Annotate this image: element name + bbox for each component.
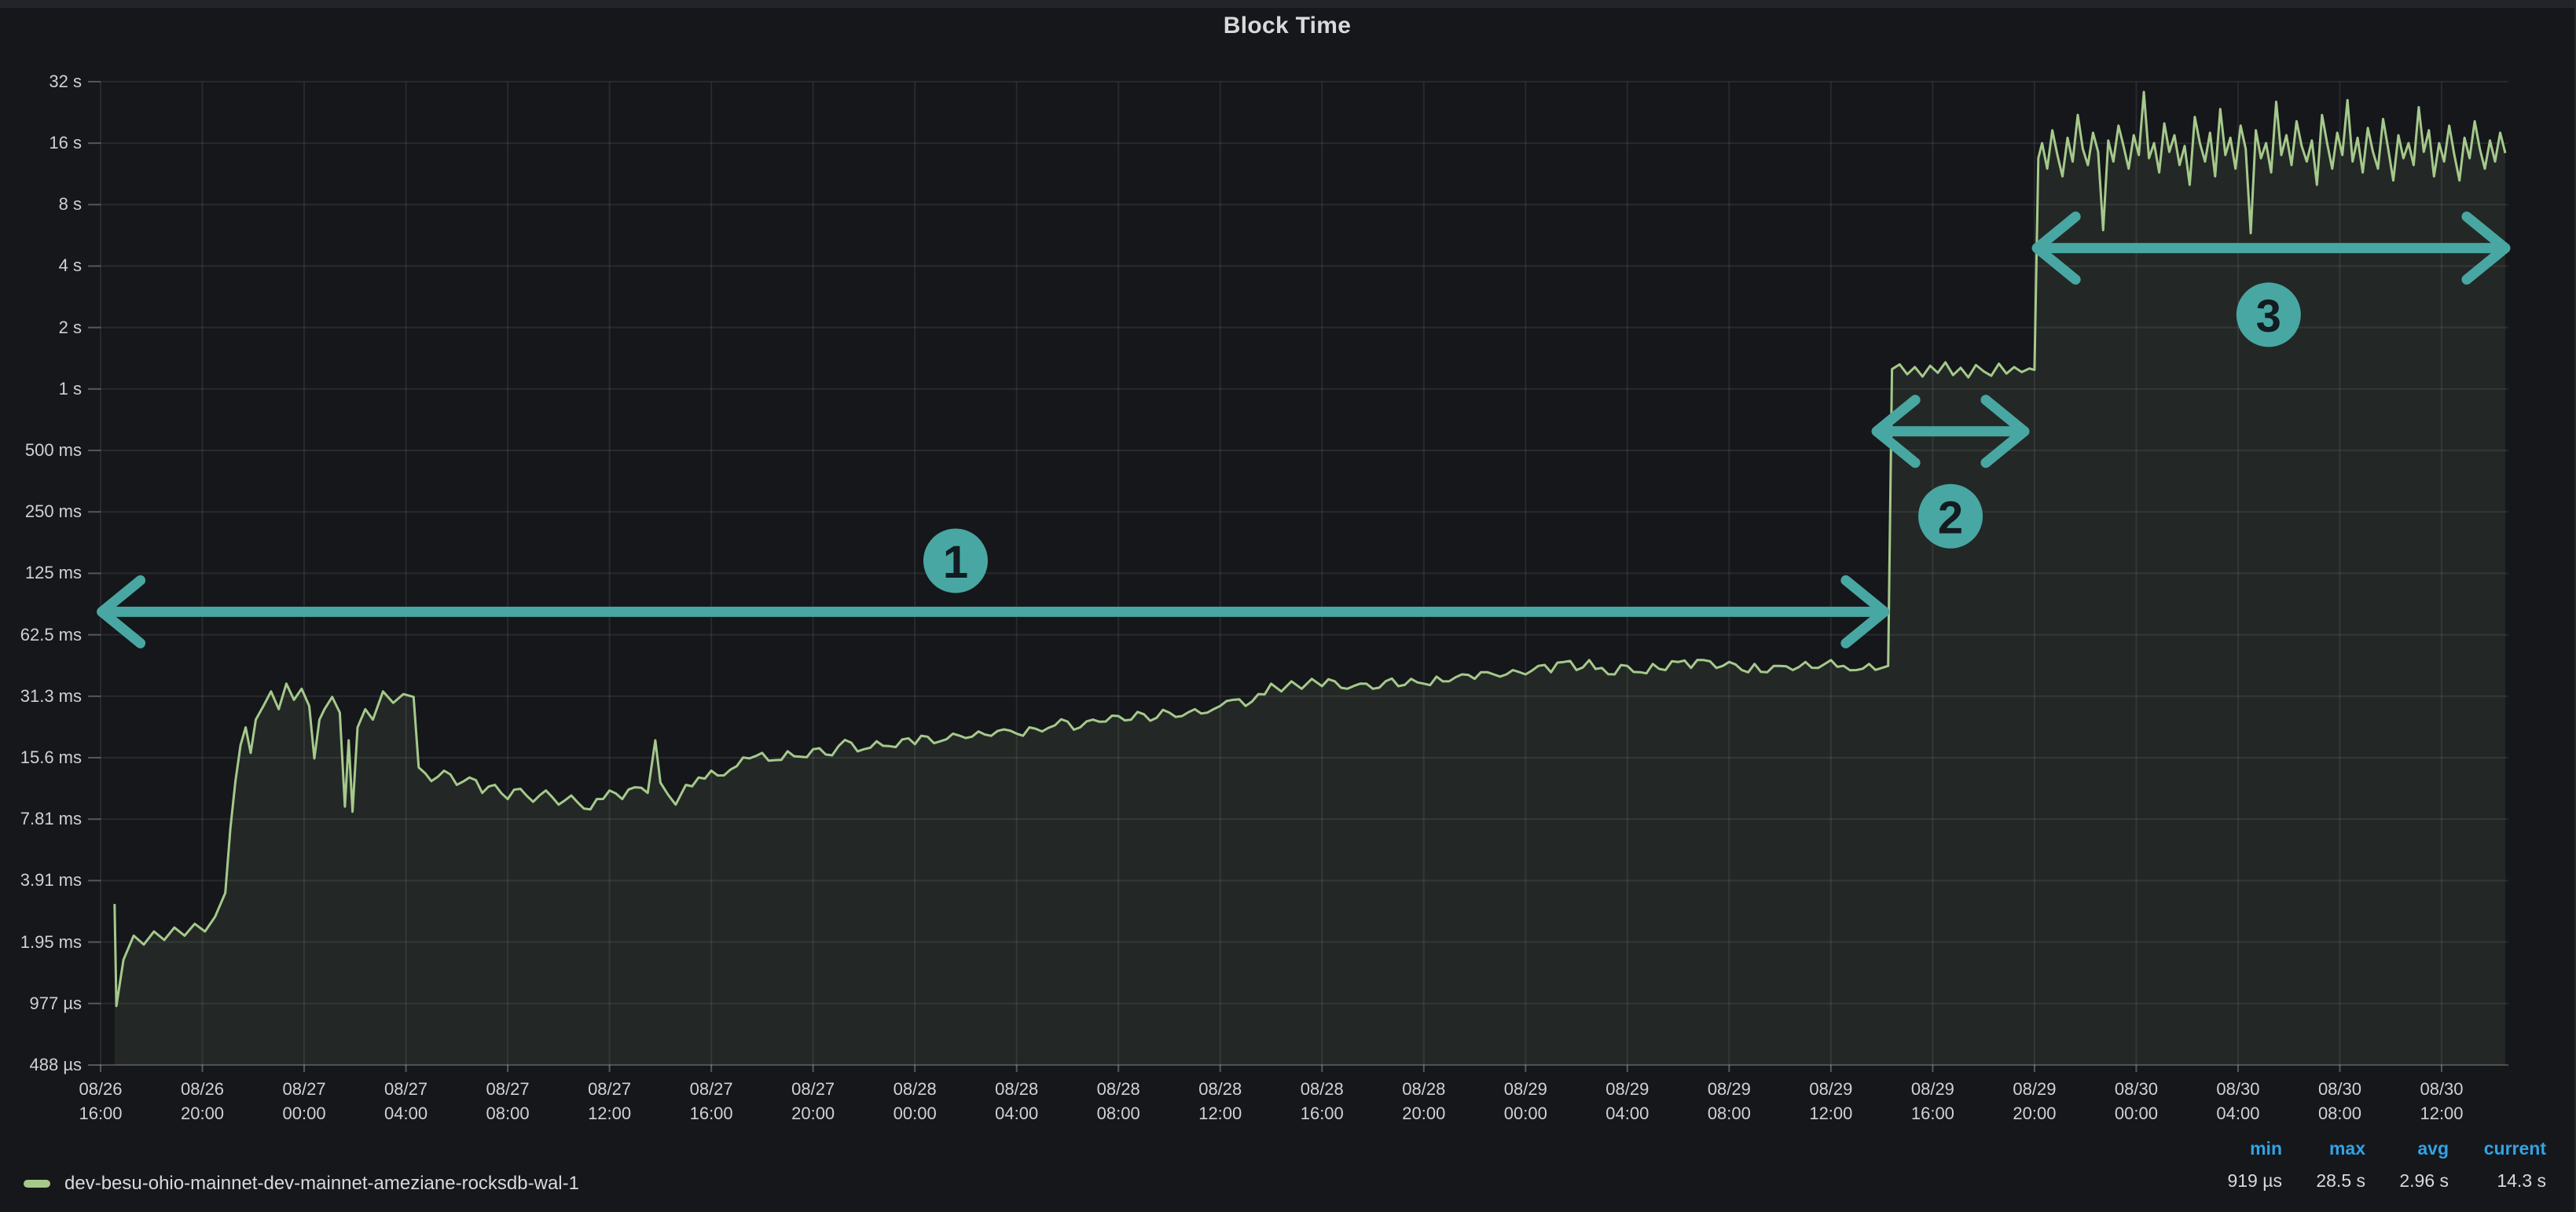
x-tick-label: 08/27 08:00 [486,1079,530,1123]
x-tick-label: 08/30 12:00 [2420,1079,2464,1123]
x-tick-label: 08/27 16:00 [689,1079,733,1123]
legend-stats-values: 919 µs 28.5 s 2.96 s 14.3 s [2199,1159,2546,1192]
legend-stats-headers: min max avg current [2199,1138,2546,1159]
x-tick-label: 08/29 20:00 [2013,1079,2057,1123]
legend-series-swatch[interactable] [24,1180,50,1188]
svg-text:1: 1 [943,537,968,588]
legend-stats: min max avg current 919 µs 28.5 s 2.96 s 14.3 … [2199,1138,2546,1192]
annotation-arrow-1 [97,575,1890,648]
x-tick-label: 08/28 16:00 [1300,1079,1344,1123]
annotation-arrow-3 [2031,211,2511,285]
y-tick-label: 1 s [58,378,82,398]
y-tick-label: 16 s [49,133,82,153]
annotations: 1 2 3 [97,211,2511,648]
x-tick-label: 08/30 00:00 [2114,1079,2158,1123]
legend-series-label[interactable]: dev-besu-ohio-mainnet-dev-mainnet-amezia… [64,1173,579,1194]
annotation-badge-2: 2 [1918,483,1983,549]
y-tick-label: 8 s [58,194,82,215]
stat-value-avg: 2.96 s [2399,1170,2449,1191]
x-tick-label: 08/27 12:00 [588,1079,632,1123]
y-tick-label: 125 ms [24,563,82,583]
stat-value-min: 919 µs [2227,1170,2282,1191]
y-tick-label: 500 ms [24,440,82,461]
y-tick-label: 7.81 ms [20,809,82,829]
svg-text:2: 2 [1938,492,1963,543]
x-tick-label: 08/29 04:00 [1605,1079,1649,1123]
series-line [113,90,2507,1008]
stat-value-current: 14.3 s [2497,1170,2546,1191]
series-block-time [113,90,2507,1065]
x-tick-label: 08/28 12:00 [1198,1079,1242,1123]
x-tick-label: 08/30 04:00 [2216,1079,2260,1123]
x-tick-label: 08/28 08:00 [1096,1079,1140,1123]
x-tick-label: 08/27 00:00 [282,1079,326,1123]
x-tick-label: 08/28 04:00 [995,1079,1039,1123]
x-tick-label: 08/26 16:00 [79,1079,123,1123]
x-tick-label: 08/29 12:00 [1809,1079,1853,1123]
svg-text:3: 3 [2256,291,2281,342]
x-tick-label: 08/26 20:00 [180,1079,225,1123]
y-tick-label: 15.6 ms [20,747,82,767]
x-tick-label: 08/30 08:00 [2317,1079,2361,1123]
annotation-badge-3: 3 [2236,282,2301,347]
x-tick-label: 08/29 16:00 [1910,1079,1954,1123]
annotation-arrow-2 [1871,395,2030,468]
stat-header-current[interactable]: current [2483,1138,2546,1159]
panel-title[interactable]: Block Time [1223,13,1352,39]
y-tick-label: 31.3 ms [20,685,82,706]
y-tick-label: 4 s [58,255,82,276]
y-tick-label: 2 s [58,317,82,337]
legend: dev-besu-ohio-mainnet-dev-mainnet-amezia… [24,1173,579,1195]
annotation-badge-1: 1 [923,528,988,593]
y-tick-label: 488 µs [29,1055,83,1074]
stat-header-avg[interactable]: avg [2417,1138,2449,1159]
stat-header-min[interactable]: min [2250,1138,2282,1159]
x-tick-label: 08/28 00:00 [893,1079,937,1123]
x-tick-label: 08/29 00:00 [1503,1079,1547,1123]
x-tick-label: 08/29 08:00 [1707,1079,1751,1123]
y-tick-label: 1.95 ms [20,931,82,952]
x-tick-label: 08/27 04:00 [384,1079,428,1123]
y-tick-label: 977 µs [29,993,83,1013]
y-tick-label: 3.91 ms [20,870,82,891]
stat-value-max: 28.5 s [2316,1170,2365,1191]
x-tick-label: 08/27 20:00 [791,1079,835,1123]
y-tick-label: 62.5 ms [20,624,82,645]
panel-top-strip [0,0,2574,8]
series-area-fill [114,92,2505,1065]
y-tick-label: 32 s [49,71,82,91]
y-tick-label: 250 ms [24,501,82,522]
stat-header-max[interactable]: max [2328,1138,2365,1159]
x-tick-label: 08/28 20:00 [1402,1079,1446,1123]
